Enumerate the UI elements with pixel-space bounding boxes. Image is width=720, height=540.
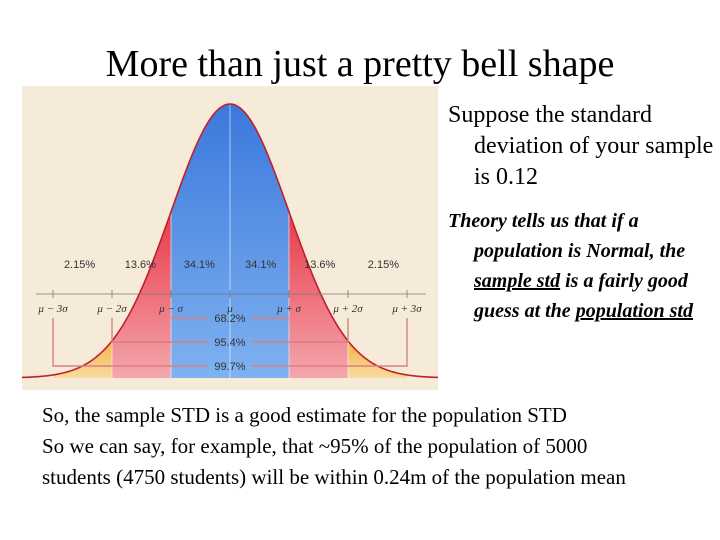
coverage-bracket-2	[111, 318, 349, 343]
theory-text-lead: Theory tells us that if a population is …	[448, 210, 686, 262]
region-tail-right	[348, 340, 407, 378]
theory-paragraph: Theory tells us that if a population is …	[448, 206, 716, 326]
axis-label-6: μ + 3σ	[391, 303, 422, 315]
conclusion-line-3: students (4750 students) will be within …	[42, 465, 626, 489]
axis-label-2: μ − σ	[158, 303, 183, 315]
coverage-label-3: 99.7%	[214, 361, 245, 373]
conclusion-line-2: So we can say, for example, that ~95% of…	[42, 434, 588, 458]
region-tail-left	[53, 340, 112, 378]
axis-label-3: μ	[226, 303, 233, 315]
conclusion-text: So, the sample STD is a good estimate fo…	[42, 400, 716, 493]
population-std-term: population std	[575, 300, 693, 322]
bell-curve-svg: 2.15% 13.6% 34.1% 34.1% 13.6% 2.15% μ − 3σ μ − …	[22, 86, 438, 390]
region-percent-label-2: 34.1%	[184, 259, 215, 271]
std-deviation-paragraph: Suppose the standard deviation of your s…	[448, 100, 716, 193]
std-deviation-text: Suppose the standard deviation of your s…	[448, 102, 714, 190]
coverage-label-2: 95.4%	[214, 337, 245, 349]
region-percent-label-3: 34.1%	[245, 259, 276, 271]
coverage-bracket-3	[52, 318, 408, 367]
bell-curve-line	[22, 103, 438, 379]
region-percent-label-4: 13.6%	[304, 259, 335, 271]
coverage-label-1: 68.2%	[214, 313, 245, 325]
axis-label-1: μ − 2σ	[96, 303, 127, 315]
normal-distribution-diagram: 2.15% 13.6% 34.1% 34.1% 13.6% 2.15% μ − 3σ μ − …	[22, 86, 438, 390]
axis-label-5: μ + 2σ	[332, 303, 363, 315]
theory-text-mid: is a fairly good guess at the	[474, 270, 688, 322]
axis-label-4: μ + σ	[276, 303, 301, 315]
region-percent-label-5: 2.15%	[368, 259, 399, 271]
region-percent-label-0: 2.15%	[64, 259, 95, 271]
theory-text: Theory tells us that if a population is …	[448, 206, 716, 326]
conclusion-line-1: So, the sample STD is a good estimate fo…	[42, 403, 567, 427]
slide-title: More than just a pretty bell shape	[105, 43, 615, 85]
sample-std-term: sample std	[474, 270, 561, 292]
axis-label-0: μ − 3σ	[37, 303, 68, 315]
region-percent-label-1: 13.6%	[125, 259, 156, 271]
